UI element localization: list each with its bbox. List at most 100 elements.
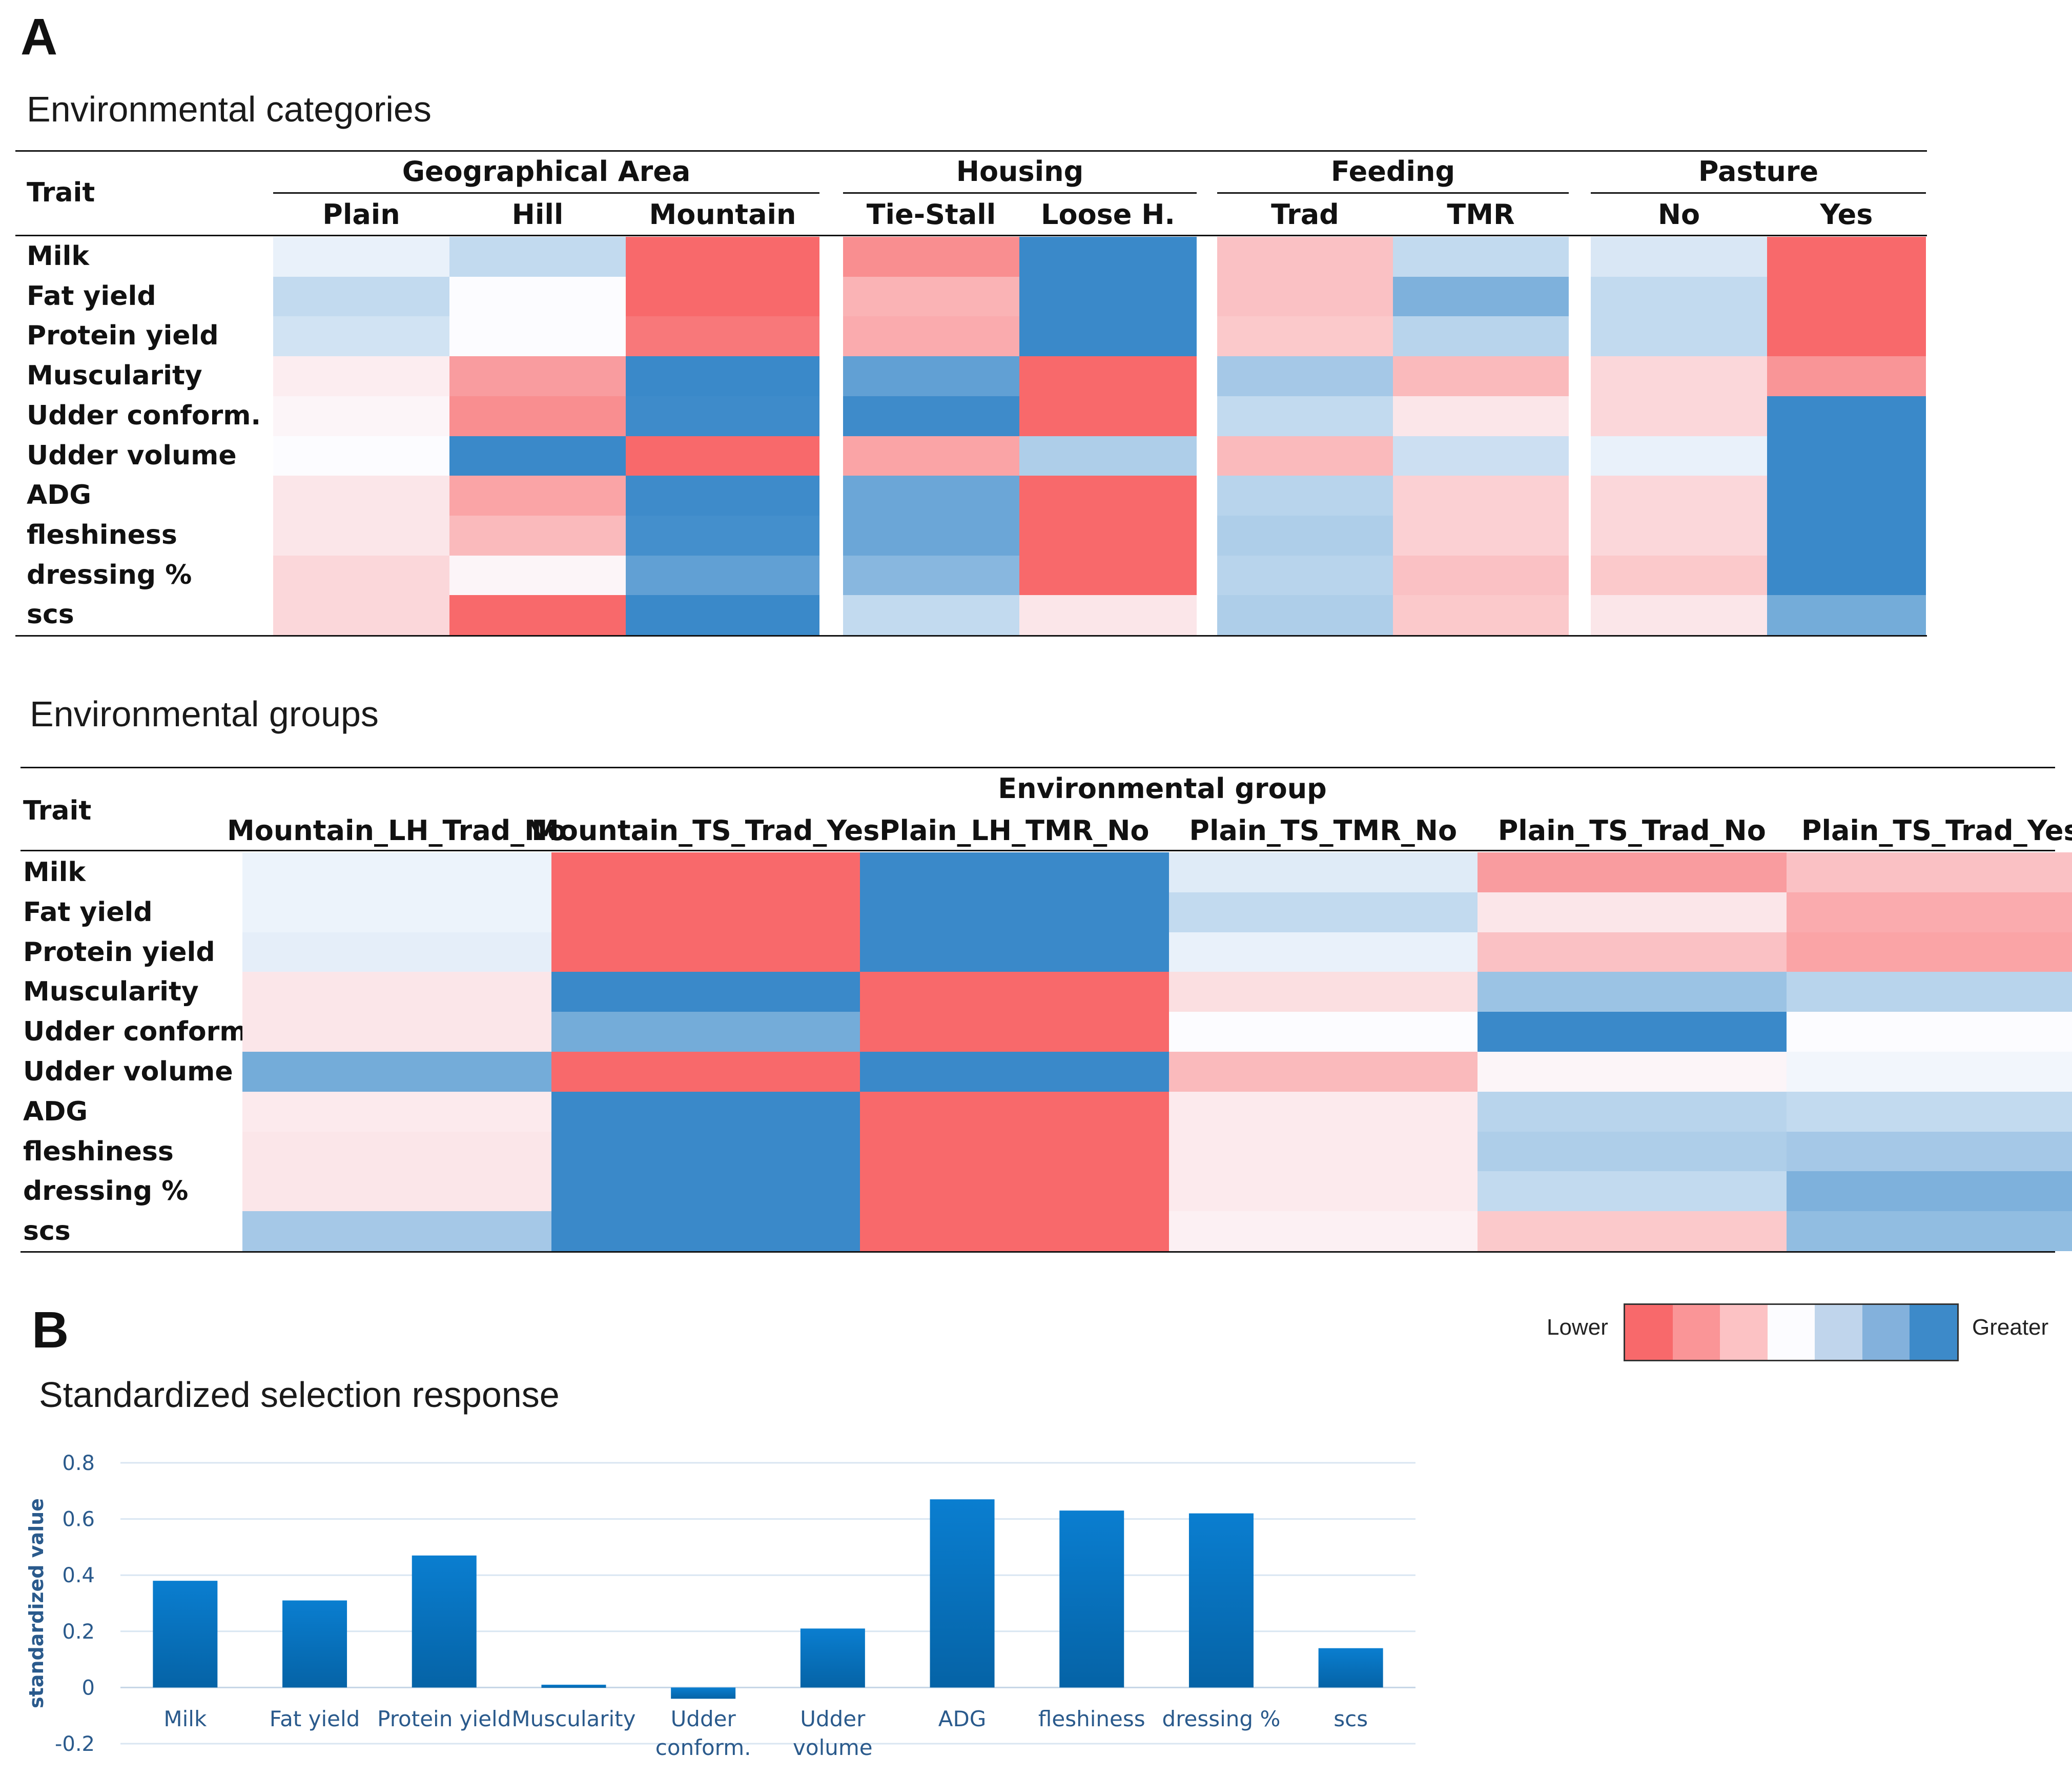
heatmap-cell: [860, 932, 1169, 972]
group-rule-pasture: [1591, 192, 1926, 194]
row-label-milk: Milk: [23, 857, 86, 888]
heatmap-groups-title: Environmental groups: [30, 694, 379, 734]
heatmap-cell: [1217, 396, 1393, 436]
heatmap-cell: [1168, 1171, 1478, 1212]
row-label-udder-conform: Udder conform.: [23, 1016, 258, 1048]
heatmap-cell: [1217, 476, 1393, 516]
heatmap-cell: [273, 316, 449, 357]
legend-low-label: Lower: [1547, 1315, 1608, 1340]
legend-swatch: [1910, 1305, 1958, 1360]
row-label-protein-yield: Protein yield: [27, 320, 219, 352]
row-label-dressing: dressing %: [23, 1176, 189, 1207]
row-label-fleshiness: fleshiness: [23, 1136, 174, 1167]
heatmap-cell: [551, 892, 860, 932]
heatmap-cell: [1168, 932, 1478, 972]
heatmap-cell: [1767, 316, 1926, 357]
panel-letter-b: B: [32, 1301, 69, 1359]
heatmap-cell: [1217, 316, 1393, 357]
heatmap-cell: [1478, 972, 1787, 1012]
heatmap-cell: [551, 932, 860, 972]
heatmap-cell: [1767, 356, 1926, 397]
heatmap-cell: [1591, 396, 1767, 436]
x-tick-label: Fat yield: [270, 1706, 360, 1731]
row-label-adg: ADG: [23, 1096, 88, 1127]
heatmap-cell: [551, 1091, 860, 1132]
heatmap-cell: [860, 1171, 1169, 1212]
legend-high-label: Greater: [1972, 1315, 2049, 1340]
row-label-udder-conform: Udder conform.: [27, 400, 261, 431]
heatmap-cell: [1168, 852, 1478, 892]
heatmap-cell: [1019, 396, 1197, 436]
heatmap-cell: [626, 555, 819, 596]
group-rule-feeding: [1217, 192, 1569, 194]
heatmap-cell: [1393, 316, 1569, 357]
trait-header: Trait: [23, 795, 92, 826]
heatmap-cell: [1478, 1131, 1787, 1172]
heatmap-cell: [1217, 595, 1393, 636]
heatmap-cell: [1786, 1052, 2072, 1092]
heatmap-cell: [1767, 476, 1926, 516]
heatmap-cell: [273, 356, 449, 397]
bar-milk: [153, 1581, 218, 1688]
group-rule-housing: [843, 192, 1197, 194]
heatmap-cell: [551, 1131, 860, 1172]
heatmap-cell: [843, 476, 1019, 516]
row-label-protein-yield: Protein yield: [23, 936, 215, 968]
heatmap-cell: [1786, 892, 2072, 932]
row-label-fat-yield: Fat yield: [23, 896, 153, 928]
heatmap-cell: [1019, 555, 1197, 596]
heatmap-cell: [860, 892, 1169, 932]
heatmap-cell: [626, 276, 819, 317]
heatmap-cell: [1478, 932, 1787, 972]
heatmap-cell: [242, 1091, 551, 1132]
heatmap-cell: [843, 595, 1019, 636]
y-tick-label: 0.2: [62, 1620, 95, 1644]
y-tick-label: 0.6: [62, 1508, 95, 1531]
heatmap-cell: [626, 476, 819, 516]
legend-swatch: [1625, 1305, 1673, 1360]
heatmap-cell: [1168, 1052, 1478, 1092]
heatmap-cell: [551, 1012, 860, 1052]
heatmap-cell: [1767, 555, 1926, 596]
heatmap-cell: [860, 1131, 1169, 1172]
bar-adg: [930, 1499, 995, 1688]
heatmap-cell: [551, 972, 860, 1012]
heatmap-cell: [843, 276, 1019, 317]
row-label-milk: Milk: [27, 241, 89, 272]
heatmap-cell: [1393, 436, 1569, 476]
top-rule: [20, 767, 2055, 768]
heatmap-cell: [1478, 1171, 1787, 1212]
heatmap-cell: [1591, 276, 1767, 317]
group-rule-geographical-area: [273, 192, 819, 194]
heatmap-cell: [1168, 1131, 1478, 1172]
heatmap-cell: [1217, 555, 1393, 596]
bar-protein-yield: [412, 1555, 477, 1688]
bar-fat-yield: [282, 1600, 347, 1688]
heatmap-cell: [1478, 1012, 1787, 1052]
group-header: Environmental group: [998, 772, 1327, 805]
heatmap-cell: [551, 1171, 860, 1212]
heatmap-cell: [843, 555, 1019, 596]
heatmap-groups: Environmental group Trait Mountain_LH_Trad…: [20, 767, 2072, 1253]
x-tick-label: Milk: [163, 1706, 207, 1731]
heatmap-cell: [1217, 276, 1393, 317]
heatmap-cell: [1767, 436, 1926, 476]
heatmap-cell: [273, 515, 449, 556]
column-header-tmr: TMR: [1447, 198, 1515, 231]
y-tick-label: 0.4: [62, 1564, 95, 1587]
column-header-yes: Yes: [1820, 198, 1873, 231]
heatmap-cell: [1217, 356, 1393, 397]
panel-letter-a: A: [20, 8, 58, 66]
column-header-plain-lh-tmr-no: Plain_LH_TMR_No: [879, 814, 1150, 847]
heatmap-cell: [843, 237, 1019, 277]
heatmap-cell: [1478, 892, 1787, 932]
bar-udder-conform: [671, 1687, 736, 1699]
heatmap-cell: [1767, 515, 1926, 556]
heatmap-cell: [1591, 237, 1767, 277]
column-header-plain: Plain: [322, 198, 400, 231]
column-header-plain-ts-trad-no: Plain_TS_Trad_No: [1497, 814, 1766, 847]
group-header-pasture: Pasture: [1698, 155, 1819, 188]
heatmap-cell: [626, 436, 819, 476]
heatmap-cell: [273, 555, 449, 596]
heatmap-cell: [449, 316, 626, 357]
